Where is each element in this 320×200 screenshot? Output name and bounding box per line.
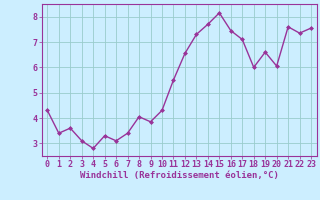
X-axis label: Windchill (Refroidissement éolien,°C): Windchill (Refroidissement éolien,°C) bbox=[80, 171, 279, 180]
